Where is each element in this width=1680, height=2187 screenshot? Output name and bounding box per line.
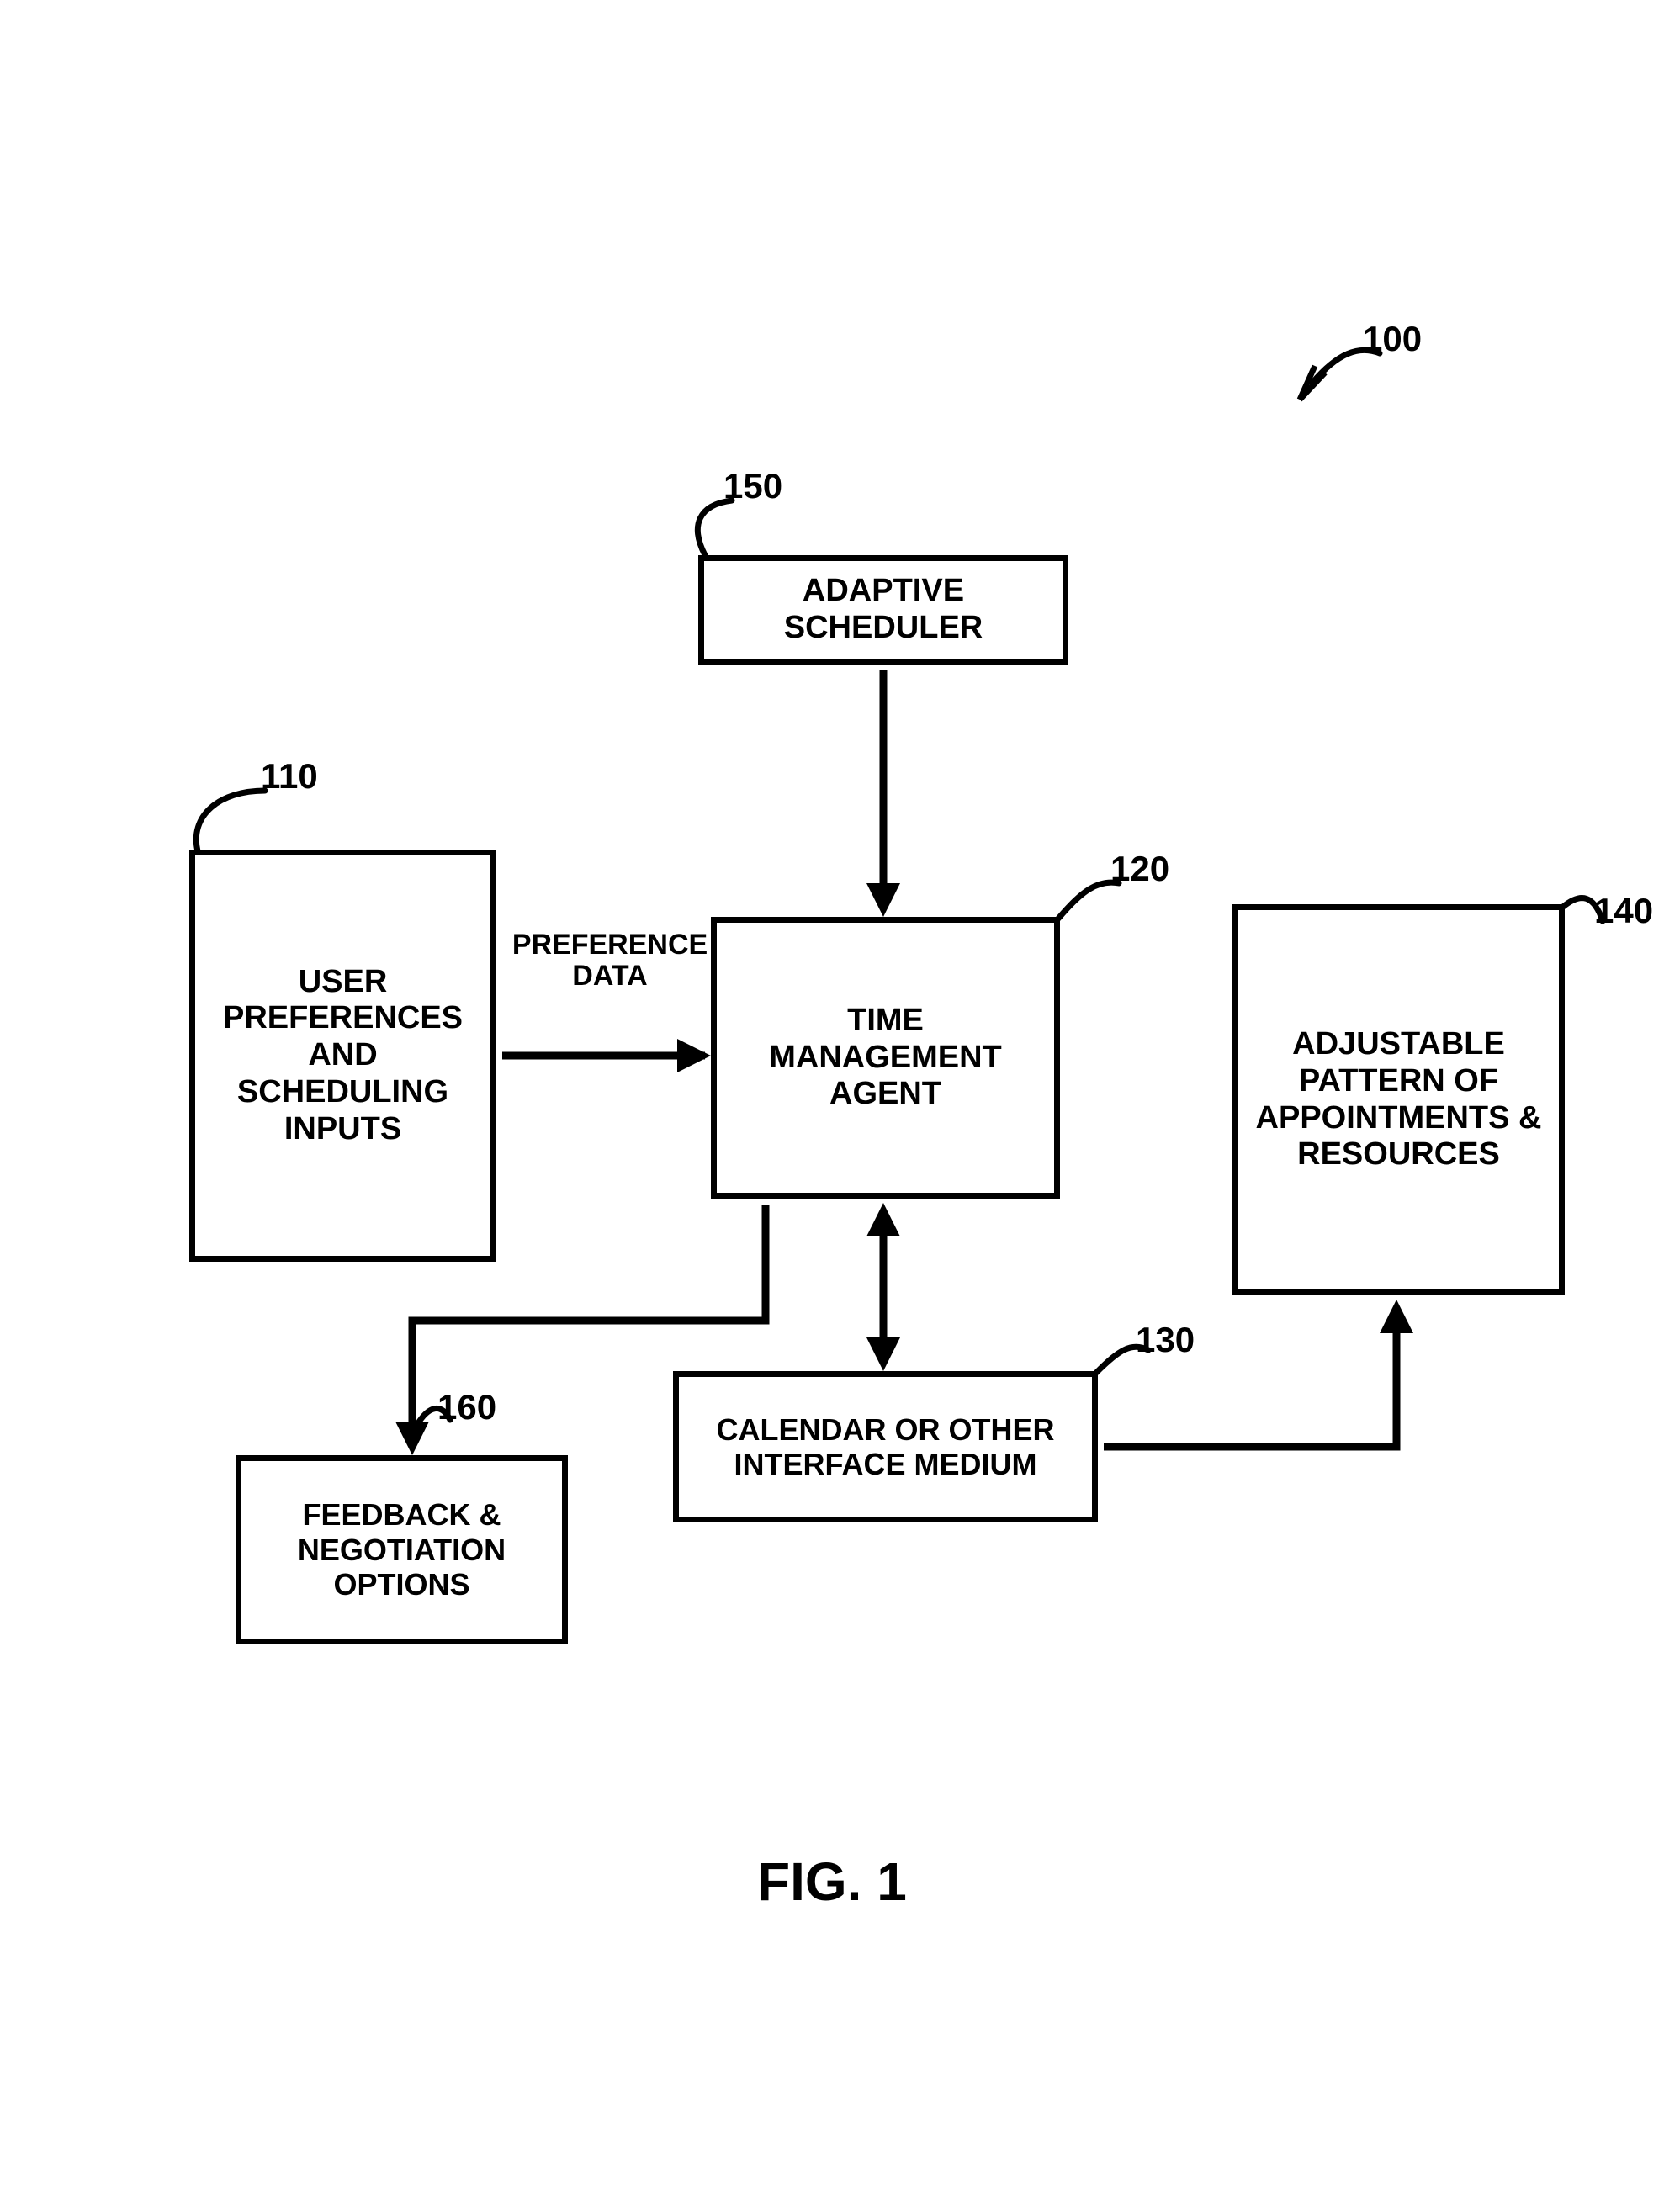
ref-label-110: 110 (261, 757, 318, 796)
box-user-preferences: USER PREFERENCES AND SCHEDULING INPUTS (189, 850, 496, 1262)
box-adjustable-pattern-text: ADJUSTABLE PATTERN OF APPOINTMENTS & RES… (1255, 1026, 1542, 1173)
box-calendar-interface: CALENDAR OR OTHER INTERFACE MEDIUM (673, 1371, 1098, 1522)
ref-label-140: 140 (1594, 892, 1653, 930)
leader-110 (196, 791, 265, 851)
box-feedback-options-text: FEEDBACK & NEGOTIATION OPTIONS (253, 1497, 550, 1602)
system-label-100: 100 (1363, 320, 1422, 358)
ref-label-160: 160 (437, 1388, 496, 1427)
ref-label-130: 130 (1136, 1321, 1195, 1359)
box-calendar-interface-text: CALENDAR OR OTHER INTERFACE MEDIUM (691, 1412, 1080, 1482)
box-adaptive-scheduler: ADAPTIVE SCHEDULER (698, 555, 1068, 665)
edge-label-preference-data: PREFERENCE DATA (505, 929, 715, 993)
arrow-timemgmt-calendar-double (866, 1203, 900, 1371)
box-feedback-options: FEEDBACK & NEGOTIATION OPTIONS (236, 1455, 568, 1644)
box-time-management-agent-text: TIME MANAGEMENT AGENT (734, 1003, 1037, 1113)
diagram-stage: 100 USER PREFERENCES AND SCHEDULING INPU… (0, 0, 1680, 2187)
arrow-scheduler-to-timemgmt (866, 670, 900, 917)
ref-label-150: 150 (723, 467, 782, 506)
leader-150 (697, 500, 732, 555)
box-time-management-agent: TIME MANAGEMENT AGENT (711, 917, 1060, 1199)
arrow-userprefs-to-timemgmt (502, 1039, 711, 1072)
ref-label-120: 120 (1110, 850, 1169, 888)
box-adaptive-scheduler-text: ADAPTIVE SCHEDULER (713, 573, 1054, 646)
box-adjustable-pattern: ADJUSTABLE PATTERN OF APPOINTMENTS & RES… (1232, 904, 1565, 1295)
figure-caption: FIG. 1 (757, 1851, 907, 1913)
box-user-preferences-text: USER PREFERENCES AND SCHEDULING INPUTS (212, 964, 474, 1147)
